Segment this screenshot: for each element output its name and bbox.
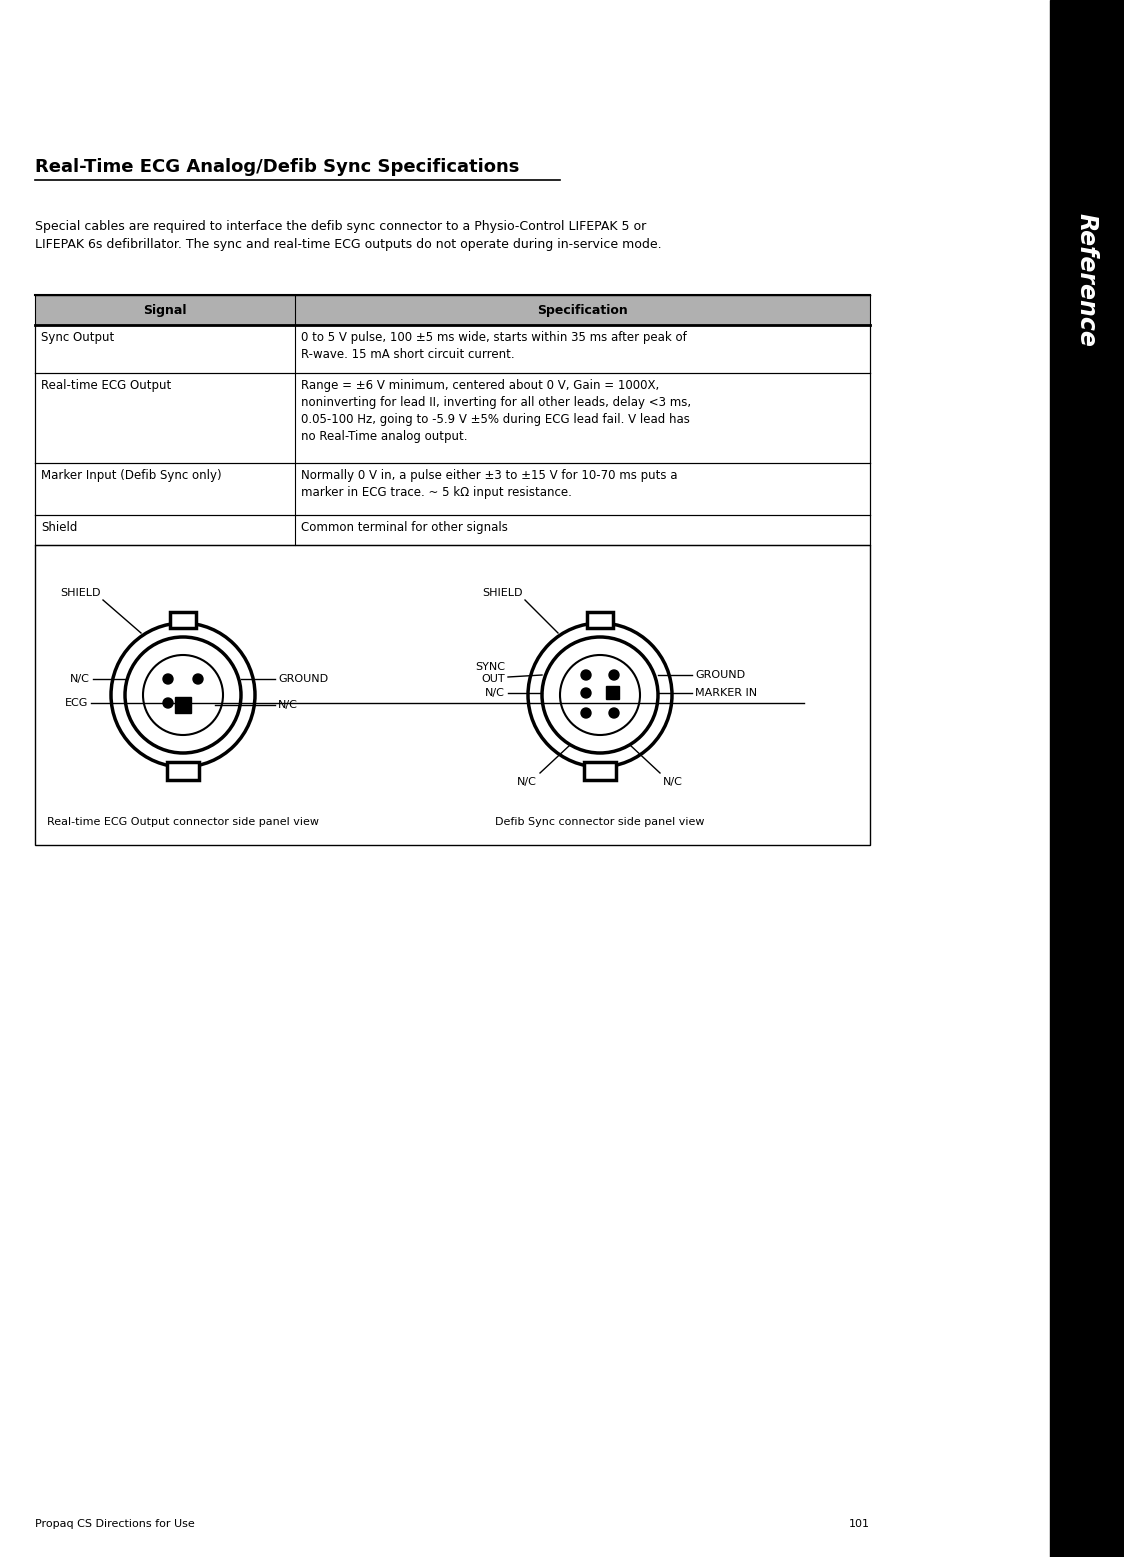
Text: GROUND: GROUND (695, 670, 745, 680)
Text: Range = ±6 V minimum, centered about 0 V, Gain = 1000X,
noninverting for lead II: Range = ±6 V minimum, centered about 0 V… (301, 378, 691, 444)
Text: SHIELD: SHIELD (482, 589, 523, 598)
Text: Propaq CS Directions for Use: Propaq CS Directions for Use (35, 1520, 194, 1529)
Bar (170, 612, 196, 627)
Bar (606, 687, 619, 699)
Text: N/C: N/C (70, 674, 90, 684)
Bar (35, 515, 870, 545)
Text: Shield: Shield (40, 522, 78, 534)
Text: Signal: Signal (143, 304, 187, 316)
Bar (35, 325, 870, 374)
Text: ECG: ECG (64, 698, 88, 708)
Circle shape (609, 708, 619, 718)
Circle shape (581, 670, 591, 680)
Circle shape (609, 670, 619, 680)
Text: Special cables are required to interface the defib sync connector to a Physio-Co: Special cables are required to interface… (35, 220, 662, 251)
Circle shape (163, 674, 173, 684)
Bar (35, 294, 870, 325)
Circle shape (163, 698, 173, 708)
Circle shape (528, 623, 672, 768)
Text: Real-time ECG Output: Real-time ECG Output (40, 378, 171, 392)
Text: SYNC
OUT: SYNC OUT (475, 662, 505, 684)
Text: 101: 101 (849, 1520, 870, 1529)
Bar (35, 545, 870, 845)
Text: N/C: N/C (663, 777, 683, 786)
Text: Normally 0 V in, a pulse either ±3 to ±15 V for 10-70 ms puts a
marker in ECG tr: Normally 0 V in, a pulse either ±3 to ±1… (301, 469, 678, 498)
Text: Common terminal for other signals: Common terminal for other signals (301, 522, 508, 534)
Bar (584, 761, 616, 780)
Text: Marker Input (Defib Sync only): Marker Input (Defib Sync only) (40, 469, 221, 483)
Text: SHIELD: SHIELD (61, 589, 101, 598)
Text: Real-time ECG Output connector side panel view: Real-time ECG Output connector side pane… (47, 817, 319, 827)
Bar (175, 698, 191, 713)
Text: Specification: Specification (537, 304, 628, 316)
Text: GROUND: GROUND (278, 674, 328, 684)
Text: Defib Sync connector side panel view: Defib Sync connector side panel view (496, 817, 705, 827)
Text: Real-Time ECG Analog/Defib Sync Specifications: Real-Time ECG Analog/Defib Sync Specific… (35, 157, 519, 176)
Text: MARKER IN: MARKER IN (695, 688, 758, 698)
Bar (587, 612, 613, 627)
Text: N/C: N/C (486, 688, 505, 698)
Circle shape (125, 637, 241, 754)
Bar (35, 462, 870, 515)
Circle shape (581, 708, 591, 718)
Bar (35, 374, 870, 462)
Bar (1050, 0, 1124, 1557)
Bar (167, 761, 199, 780)
Text: Sync Output: Sync Output (40, 332, 115, 344)
Text: 0 to 5 V pulse, 100 ±5 ms wide, starts within 35 ms after peak of
R-wave. 15 mA : 0 to 5 V pulse, 100 ±5 ms wide, starts w… (301, 332, 687, 361)
Circle shape (111, 623, 255, 768)
Circle shape (560, 655, 640, 735)
Circle shape (581, 688, 591, 698)
Circle shape (542, 637, 658, 754)
Text: N/C: N/C (278, 701, 298, 710)
Circle shape (143, 655, 223, 735)
Circle shape (193, 674, 203, 684)
Text: Reference: Reference (1075, 213, 1099, 347)
Text: N/C: N/C (517, 777, 537, 786)
